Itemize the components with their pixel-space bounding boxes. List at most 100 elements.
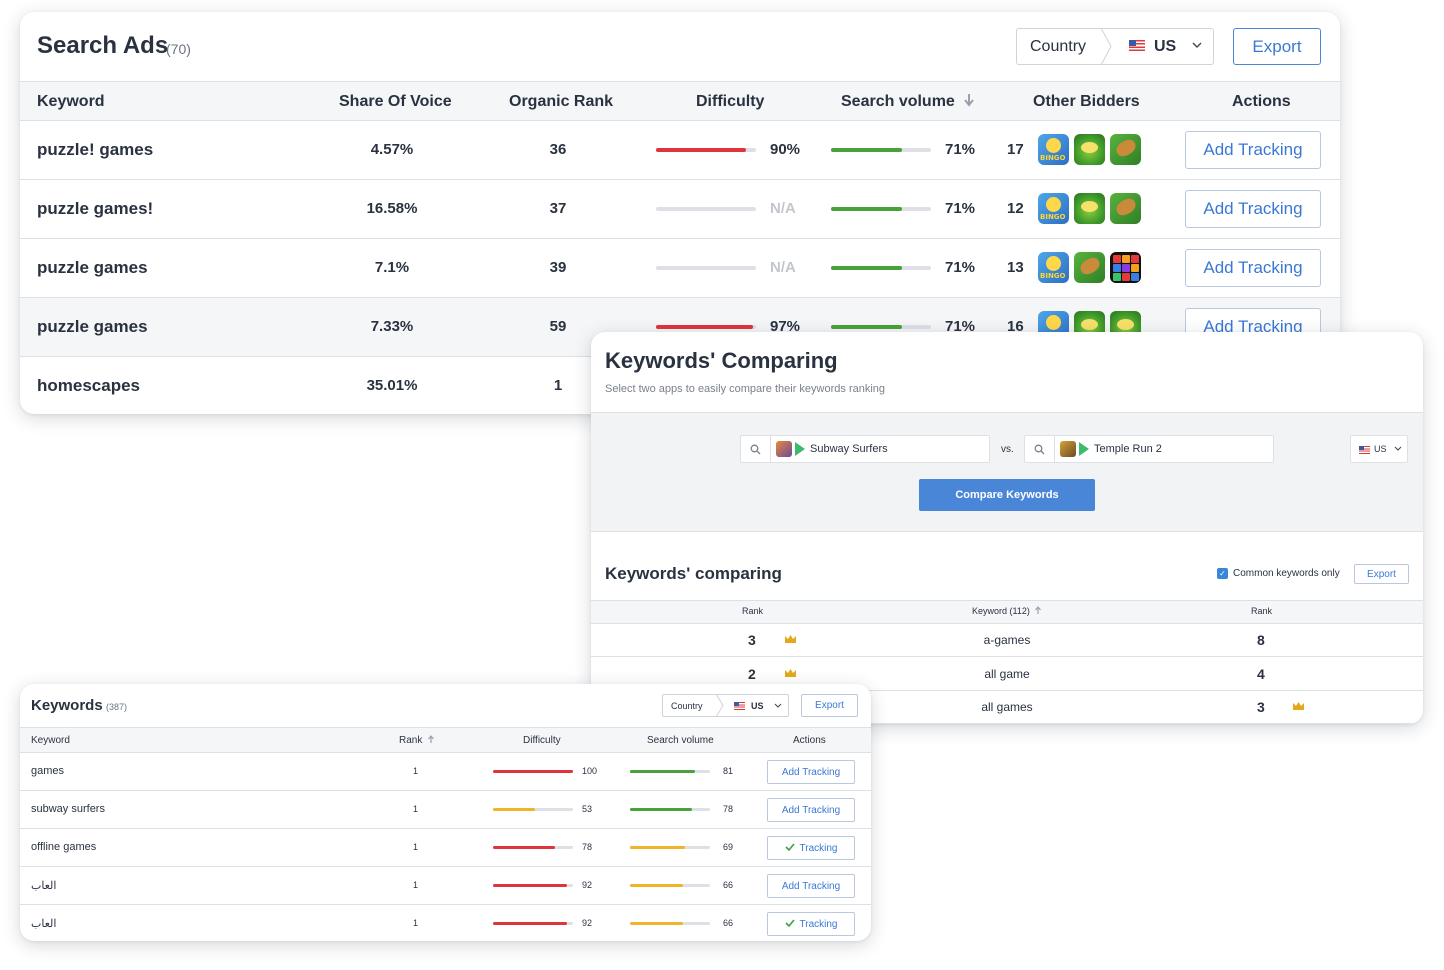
difficulty-value: N/A (770, 259, 796, 276)
comparing-country-selector[interactable]: US (1350, 435, 1408, 463)
tracking-button[interactable]: Tracking (767, 836, 855, 860)
col-search-volume-label: Search volume (841, 93, 955, 110)
jungle-app-icon[interactable] (1110, 134, 1141, 165)
keyword-text: offline games (31, 841, 97, 853)
rank-left-value: 2 (748, 665, 756, 682)
grid-cell (1113, 264, 1121, 272)
keywords-card: Keywords (387) Country US Export Keyword… (20, 684, 871, 941)
add-tracking-button[interactable]: Add Tracking (1185, 249, 1321, 287)
col-keyword[interactable]: Keyword (31, 735, 70, 746)
col-other-bidders[interactable]: Other Bidders (1033, 93, 1140, 110)
difficulty-value: 90% (770, 141, 801, 158)
grid-app-icon[interactable] (1110, 252, 1141, 283)
bingo-app-icon[interactable] (1038, 193, 1069, 224)
difficulty-bar (656, 207, 756, 211)
grid-cell (1122, 255, 1130, 263)
tracking-button[interactable]: Tracking (767, 912, 855, 936)
difficulty-bar (493, 770, 573, 773)
app2-search-input[interactable]: Temple Run 2 (1024, 435, 1274, 463)
bingo-app-icon[interactable] (1038, 252, 1069, 283)
search-icon (741, 436, 771, 462)
col-difficulty[interactable]: Difficulty (523, 735, 561, 746)
us-flag-icon (734, 702, 745, 710)
keywords-country-selector[interactable]: Country US (662, 694, 789, 717)
keyword-text: puzzle! games (37, 140, 154, 159)
organic-rank-value: 39 (549, 259, 567, 276)
search-volume-value: 71% (945, 318, 976, 335)
search-ads-title: Search Ads (37, 32, 169, 59)
difficulty-bar-fill (656, 148, 746, 152)
chevron-down-icon (1192, 42, 1202, 48)
col-rank-left[interactable]: Rank (742, 606, 764, 616)
difficulty-value: 78 (582, 842, 593, 852)
add-tracking-button[interactable]: Add Tracking (1185, 190, 1321, 228)
difficulty-value: 100 (582, 766, 598, 776)
add-tracking-button[interactable]: Add Tracking (767, 760, 855, 784)
rank-value: 1 (413, 842, 419, 852)
difficulty-bar-fill (493, 922, 567, 925)
table-row: puzzle games 7.1% 39 N/A 71% 13 Add Tracking (20, 239, 1340, 298)
col-keyword[interactable]: Keyword (112) (972, 606, 1042, 616)
organic-rank-value: 37 (549, 200, 567, 217)
common-keywords-checkbox[interactable]: ✓ (1217, 568, 1228, 579)
difficulty-bar (656, 325, 756, 329)
keywords-comparing-card: Keywords' Comparing Select two apps to e… (591, 332, 1423, 724)
col-difficulty[interactable]: Difficulty (696, 93, 765, 110)
frog-app-icon[interactable] (1074, 134, 1105, 165)
table-row: games 1 100 81 Add Tracking (20, 753, 871, 791)
app1-search-input[interactable]: Subway Surfers (740, 435, 990, 463)
col-search-volume[interactable]: Search volume (647, 735, 714, 746)
col-rank-label: Rank (399, 735, 423, 746)
comparing-row: 3 a-games 8 (591, 624, 1423, 657)
col-organic-rank[interactable]: Organic Rank (509, 93, 614, 110)
add-tracking-button[interactable]: Add Tracking (767, 874, 855, 898)
grid-cell (1131, 264, 1139, 272)
share-of-voice-value: 7.33% (370, 318, 414, 335)
action-label: Add Tracking (781, 804, 841, 816)
difficulty-bar (656, 266, 756, 270)
col-search-volume[interactable]: Search volume (841, 93, 975, 111)
common-keywords-label[interactable]: Common keywords only (1233, 568, 1340, 579)
comparing-export-button[interactable]: Export (1354, 564, 1409, 584)
search-volume-bar (630, 922, 710, 925)
export-button[interactable]: Export (1233, 28, 1321, 65)
comparing-title: Keywords' Comparing (605, 348, 838, 373)
keyword-text: puzzle games! (37, 199, 154, 218)
search-volume-bar (630, 846, 710, 849)
frog-app-icon[interactable] (1074, 193, 1105, 224)
add-tracking-button[interactable]: Add Tracking (1185, 131, 1321, 169)
col-keyword[interactable]: Keyword (37, 93, 105, 110)
table-row: العاب 1 92 66 Tracking (20, 905, 871, 941)
search-ads-count: (70) (166, 41, 191, 57)
difficulty-value: 97% (770, 318, 801, 335)
app1-name: Subway Surfers (810, 443, 888, 455)
jungle-app-icon[interactable] (1110, 193, 1141, 224)
keywords-table-header: Keyword Rank Difficulty Search volume Ac… (20, 727, 871, 753)
app2-name: Temple Run 2 (1094, 443, 1162, 455)
rank-right-value: 4 (1257, 665, 1265, 682)
comparing-keyword: all game (984, 666, 1030, 681)
search-volume-bar-fill (630, 884, 683, 887)
subway-surfers-app-icon (776, 441, 792, 457)
col-rank-right[interactable]: Rank (1251, 606, 1273, 616)
difficulty-bar (493, 884, 573, 887)
add-tracking-button[interactable]: Add Tracking (767, 798, 855, 822)
country-selector[interactable]: Country US (1016, 28, 1214, 65)
col-share-of-voice[interactable]: Share Of Voice (339, 93, 452, 110)
difficulty-bar (493, 808, 573, 811)
col-actions: Actions (1232, 93, 1291, 110)
divider-chevron-icon (1100, 28, 1112, 65)
comparing-section-title: Keywords' comparing (605, 564, 782, 583)
col-rank[interactable]: Rank (399, 735, 435, 746)
google-play-icon (1079, 442, 1089, 456)
vs-label: vs. (1001, 444, 1014, 455)
action-label: Add Tracking (781, 880, 841, 892)
compare-keywords-button[interactable]: Compare Keywords (919, 479, 1095, 511)
jungle-app-icon[interactable] (1074, 252, 1105, 283)
search-volume-bar-fill (831, 148, 902, 152)
bingo-app-icon[interactable] (1038, 134, 1069, 165)
keywords-export-button[interactable]: Export (801, 694, 858, 717)
grid-cell (1131, 255, 1139, 263)
chevron-down-icon (774, 703, 782, 708)
difficulty-bar-fill (656, 325, 753, 329)
